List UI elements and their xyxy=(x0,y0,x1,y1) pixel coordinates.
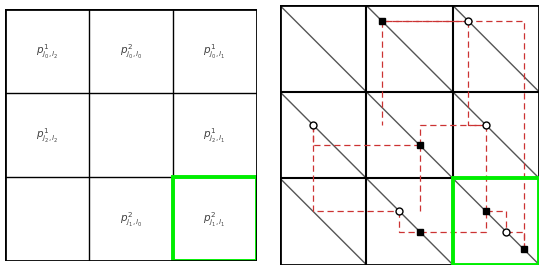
Bar xyxy=(453,178,539,265)
Text: $p^2_{j_1,l_1}$: $p^2_{j_1,l_1}$ xyxy=(204,210,226,228)
Text: $p^1_{j_2,l_2}$: $p^1_{j_2,l_2}$ xyxy=(36,126,58,144)
Bar xyxy=(173,177,257,261)
Text: $p^1_{j_0,l_2}$: $p^1_{j_0,l_2}$ xyxy=(36,42,58,60)
Text: $p^1_{j_0,l_1}$: $p^1_{j_0,l_1}$ xyxy=(204,42,226,60)
Text: $p^2_{j_1,l_0}$: $p^2_{j_1,l_0}$ xyxy=(120,210,143,228)
Text: $p^1_{j_2,l_1}$: $p^1_{j_2,l_1}$ xyxy=(204,126,226,144)
Text: $p^2_{j_0,l_0}$: $p^2_{j_0,l_0}$ xyxy=(120,42,143,60)
